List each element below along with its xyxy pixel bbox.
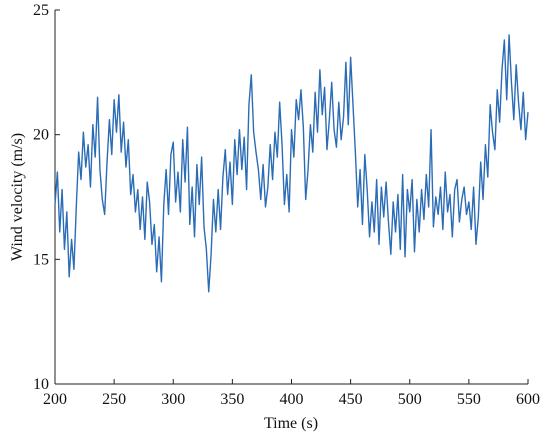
x-tick-label: 600	[516, 391, 540, 408]
x-tick-label: 200	[43, 391, 67, 408]
y-tick-label: 15	[33, 251, 49, 268]
y-tick-label: 25	[33, 2, 49, 19]
data-line	[54, 34, 529, 293]
x-tick-label: 450	[339, 391, 363, 408]
x-axis-label: Time (s)	[264, 415, 318, 432]
x-tick-label: 500	[398, 391, 422, 408]
x-tick-label: 250	[102, 391, 126, 408]
x-tick-label: 550	[457, 391, 481, 408]
x-tick-label: 350	[220, 391, 244, 408]
y-tick-label: 10	[33, 376, 49, 393]
y-axis-label: Wind velocity (m/s)	[9, 133, 26, 261]
x-tick-label: 400	[280, 391, 304, 408]
x-tick-label: 300	[161, 391, 185, 408]
y-tick-label: 20	[33, 127, 49, 144]
